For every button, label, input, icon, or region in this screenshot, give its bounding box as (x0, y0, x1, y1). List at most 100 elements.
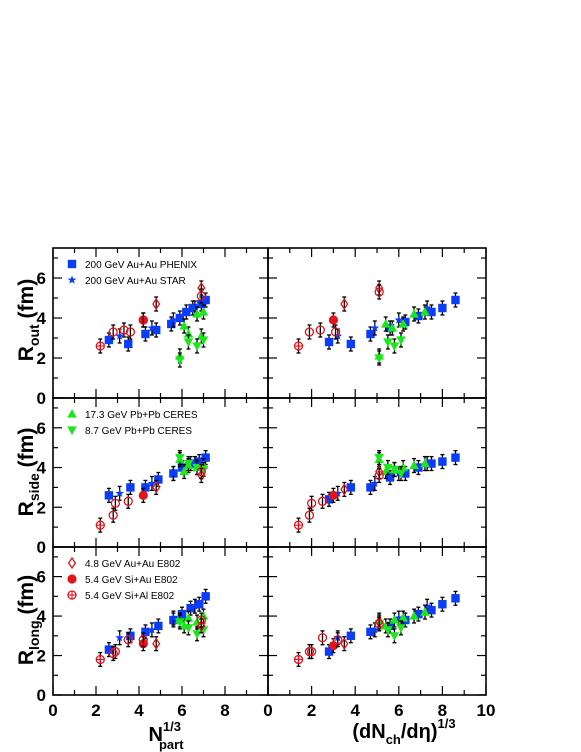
data-point-triangle-up (398, 613, 408, 622)
panel-r0-c1 (267, 247, 487, 399)
data-point-square (401, 469, 410, 478)
series-circle-cross-open-r0-c1 (293, 338, 304, 354)
data-point-triangle-down (396, 336, 406, 345)
data-point-diamond (340, 637, 349, 650)
data-point-open-circle (315, 325, 325, 335)
data-point-open-circle (306, 646, 317, 657)
series-circle-open-r0-c0 (108, 288, 207, 340)
data-point-square (126, 483, 135, 492)
data-point-triangle-up (420, 307, 430, 316)
x-axis-title-right: (dNch/dη)1/3 (352, 716, 455, 747)
data-point-circle (328, 315, 338, 325)
row-title-tail: (fm) (15, 428, 38, 474)
series-circle-r0-c1 (328, 312, 338, 328)
data-point-open-circle (196, 291, 207, 301)
data-point-square (167, 319, 176, 329)
data-point-square (104, 491, 114, 500)
data-point-square (438, 303, 447, 313)
x-title-sub: ch (386, 732, 401, 747)
data-point-square (104, 335, 114, 345)
data-point-triangle-down (198, 336, 209, 345)
row-title-2: Rlong (fm) (15, 575, 42, 665)
data-point-star (422, 303, 432, 312)
data-point-triangle-down (383, 338, 393, 347)
series-circle-open-r2-c1 (304, 616, 384, 660)
data-point-square (366, 483, 375, 492)
data-point-triangle-down (192, 630, 202, 639)
data-point-square (67, 259, 77, 269)
data-point-square (451, 295, 460, 305)
data-point-square (324, 495, 334, 504)
data-point-triangle-down (383, 626, 393, 635)
row-title-tail: (fm) (15, 575, 38, 621)
data-point-star (190, 303, 200, 312)
series-circle-open-r2-c0 (108, 612, 207, 662)
data-point-open-circle (123, 496, 133, 506)
row-title-main: R (15, 650, 38, 665)
data-point-triangle-up (67, 409, 77, 418)
legend-label: 5.4 GeV Si+Al E802 (85, 591, 175, 602)
data-point-star (370, 478, 380, 488)
svg-text:Rout (fm): Rout (fm) (15, 279, 42, 361)
data-point-open-circle (306, 498, 317, 508)
data-point-open-circle (304, 510, 315, 520)
data-point-open-circle (138, 315, 148, 325)
data-point-triangle-down (192, 342, 202, 351)
legend-row-0: 200 GeV Au+Au PHENIX 200 GeV Au+Au STAR (67, 259, 197, 287)
row-title-main: R (15, 346, 38, 361)
series-circle-open-r0-c1 (304, 284, 384, 340)
data-point-triangle-up (179, 466, 189, 476)
data-point-diamond (340, 483, 349, 496)
data-point-star (115, 488, 125, 498)
data-point-triangle-down (183, 459, 194, 469)
data-point-square (175, 313, 185, 323)
x-tick-label: 2 (307, 701, 316, 720)
data-point-diamond (340, 297, 349, 311)
y-tick-label: 0 (37, 538, 46, 557)
data-point-circle (67, 574, 77, 584)
data-point-circle (138, 490, 148, 500)
panel-r2-c1 (267, 546, 487, 696)
panels: 200 GeV Au+Au PHENIX 200 GeV Au+Au STAR 17… (52, 247, 487, 696)
data-point-square (154, 475, 163, 484)
data-point-square (427, 459, 436, 468)
data-point-open-circle (196, 466, 207, 477)
data-point-open-circle (108, 327, 118, 337)
data-point-star (67, 275, 77, 284)
data-point-square (451, 453, 460, 462)
data-point-square (385, 473, 395, 482)
data-point-square (414, 311, 423, 321)
data-point-square (385, 621, 395, 631)
data-point-triangle-down (374, 354, 384, 363)
data-point-square (201, 592, 210, 601)
x-tick-label: 0 (48, 701, 57, 720)
legend-label: 8.7 GeV Pb+Pb CERES (85, 426, 192, 437)
data-point-star (169, 613, 178, 622)
row-title-sub: side (26, 473, 42, 501)
data-point-open-circle (374, 287, 384, 297)
data-point-square (104, 645, 114, 654)
series-circle-cross-open-r1-c1 (293, 517, 304, 533)
legend-label: 17.3 GeV Pb+Pb CERES (85, 410, 198, 421)
data-point-open-circle (304, 327, 315, 337)
y-tick-label: 6 (37, 269, 46, 288)
data-point-triangle-up (420, 458, 430, 468)
x-tick-label: 4 (134, 701, 144, 720)
series-circle-r1-c1 (328, 487, 338, 503)
data-point-triangle-up (389, 615, 400, 624)
series-diamond-open-r1-c0 (152, 467, 206, 496)
data-point-open-circle (125, 327, 136, 337)
data-point-triangle-down (389, 342, 400, 351)
data-point-star (169, 468, 178, 478)
data-point-triangle-down (175, 454, 185, 463)
data-point-star (394, 613, 404, 622)
data-point-triangle-down (175, 618, 185, 627)
legend-label: 200 GeV Au+Au PHENIX (85, 260, 197, 271)
row-title-sub: long (26, 620, 42, 650)
y-tick-label: 2 (37, 647, 46, 666)
data-point-square (427, 307, 436, 317)
data-point-open-circle (110, 498, 120, 508)
series-circle-cross-open-r0-c0 (95, 338, 105, 354)
data-point-square (141, 329, 150, 339)
series-circle-cross-open-r2-c1 (293, 651, 304, 668)
